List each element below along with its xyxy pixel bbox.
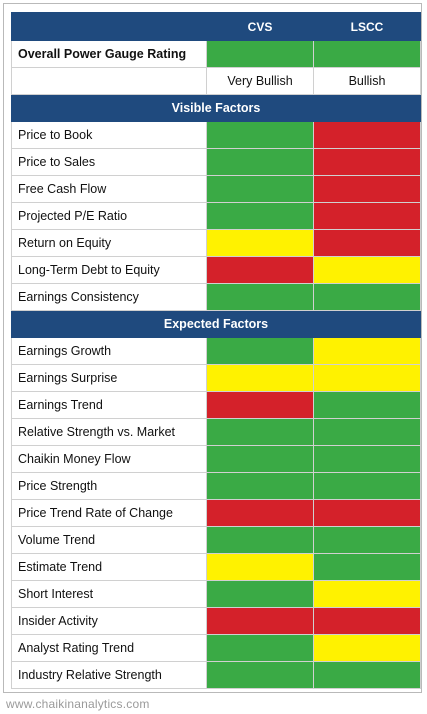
expected-factors-title: Expected Factors xyxy=(11,310,421,338)
factor-label: Earnings Trend xyxy=(11,391,207,419)
lscc-rating-cell xyxy=(313,472,421,500)
ratings-panel: CVS LSCC Overall Power Gauge Rating Very… xyxy=(3,3,422,693)
cvs-rating-cell xyxy=(206,445,314,473)
expected-factor-row: Price Trend Rate of Change xyxy=(11,499,421,527)
lscc-rating-cell xyxy=(313,364,421,392)
overall-rating-cvs-cell xyxy=(206,40,314,68)
visible-factor-row: Earnings Consistency xyxy=(11,283,421,311)
factor-label: Industry Relative Strength xyxy=(11,661,207,689)
factor-label: Long-Term Debt to Equity xyxy=(11,256,207,284)
cvs-rating-cell xyxy=(206,661,314,689)
visible-factors-title: Visible Factors xyxy=(11,94,421,122)
lscc-rating-cell xyxy=(313,175,421,203)
cvs-rating-cell xyxy=(206,121,314,149)
cvs-rating-cell xyxy=(206,418,314,446)
expected-factor-row: Earnings Trend xyxy=(11,391,421,419)
overall-rating-label: Overall Power Gauge Rating xyxy=(11,40,207,68)
header-blank-cell xyxy=(11,12,207,41)
overall-rating-row: Overall Power Gauge Rating xyxy=(11,40,421,68)
lscc-rating-cell xyxy=(313,202,421,230)
expected-factor-row: Price Strength xyxy=(11,472,421,500)
expected-factor-row: Short Interest xyxy=(11,580,421,608)
cvs-rating-cell xyxy=(206,472,314,500)
expected-factor-row: Chaikin Money Flow xyxy=(11,445,421,473)
lscc-rating-cell xyxy=(313,121,421,149)
cvs-rating-cell xyxy=(206,364,314,392)
factor-label: Earnings Consistency xyxy=(11,283,207,311)
lscc-rating-cell xyxy=(313,391,421,419)
lscc-rating-cell xyxy=(313,526,421,554)
lscc-rating-cell xyxy=(313,634,421,662)
lscc-rating-cell xyxy=(313,148,421,176)
visible-factor-row: Price to Book xyxy=(11,121,421,149)
lscc-rating-cell xyxy=(313,580,421,608)
cvs-rating-cell xyxy=(206,337,314,365)
factor-label: Earnings Surprise xyxy=(11,364,207,392)
cvs-rating-cell xyxy=(206,634,314,662)
expected-factor-row: Industry Relative Strength xyxy=(11,661,421,689)
expected-factor-row: Earnings Growth xyxy=(11,337,421,365)
column-header-lscc: LSCC xyxy=(313,12,421,41)
cvs-rating-cell xyxy=(206,499,314,527)
lscc-rating-cell xyxy=(313,445,421,473)
cvs-rating-cell xyxy=(206,283,314,311)
expected-factor-row: Analyst Rating Trend xyxy=(11,634,421,662)
power-gauge-table: CVS LSCC Overall Power Gauge Rating Very… xyxy=(11,12,421,689)
visible-factor-row: Price to Sales xyxy=(11,148,421,176)
factor-label: Free Cash Flow xyxy=(11,175,207,203)
cvs-rating-cell xyxy=(206,202,314,230)
cvs-rating-cell xyxy=(206,580,314,608)
visible-factor-row: Return on Equity xyxy=(11,229,421,257)
visible-factors-header: Visible Factors xyxy=(11,94,421,122)
visible-factor-row: Free Cash Flow xyxy=(11,175,421,203)
factor-label: Price Strength xyxy=(11,472,207,500)
lscc-rating-cell xyxy=(313,337,421,365)
expected-factors-header: Expected Factors xyxy=(11,310,421,338)
overall-rating-lscc-cell xyxy=(313,40,421,68)
visible-factor-row: Long-Term Debt to Equity xyxy=(11,256,421,284)
lscc-rating-cell xyxy=(313,499,421,527)
factor-label: Chaikin Money Flow xyxy=(11,445,207,473)
cvs-rating-cell xyxy=(206,607,314,635)
expected-factor-row: Insider Activity xyxy=(11,607,421,635)
factor-label: Price Trend Rate of Change xyxy=(11,499,207,527)
lscc-rating-cell xyxy=(313,607,421,635)
lscc-rating-cell xyxy=(313,256,421,284)
factor-label: Price to Sales xyxy=(11,148,207,176)
lscc-rating-cell xyxy=(313,661,421,689)
factor-label: Price to Book xyxy=(11,121,207,149)
expected-factor-row: Relative Strength vs. Market xyxy=(11,418,421,446)
rating-text-lscc: Bullish xyxy=(313,67,421,95)
cvs-rating-cell xyxy=(206,256,314,284)
rating-text-row: Very Bullish Bullish xyxy=(11,67,421,95)
cvs-rating-cell xyxy=(206,553,314,581)
factor-label: Earnings Growth xyxy=(11,337,207,365)
cvs-rating-cell xyxy=(206,526,314,554)
factor-label: Estimate Trend xyxy=(11,553,207,581)
lscc-rating-cell xyxy=(313,553,421,581)
expected-factor-row: Earnings Surprise xyxy=(11,364,421,392)
factor-label: Return on Equity xyxy=(11,229,207,257)
lscc-rating-cell xyxy=(313,418,421,446)
cvs-rating-cell xyxy=(206,175,314,203)
expected-factor-row: Estimate Trend xyxy=(11,553,421,581)
lscc-rating-cell xyxy=(313,283,421,311)
factor-label: Insider Activity xyxy=(11,607,207,635)
factor-label: Relative Strength vs. Market xyxy=(11,418,207,446)
visible-factor-row: Projected P/E Ratio xyxy=(11,202,421,230)
cvs-rating-cell xyxy=(206,148,314,176)
factor-label: Volume Trend xyxy=(11,526,207,554)
cvs-rating-cell xyxy=(206,229,314,257)
factor-label: Analyst Rating Trend xyxy=(11,634,207,662)
cvs-rating-cell xyxy=(206,391,314,419)
factor-label: Projected P/E Ratio xyxy=(11,202,207,230)
header-row: CVS LSCC xyxy=(11,12,421,41)
factor-label: Short Interest xyxy=(11,580,207,608)
footer-url: www.chaikinanalytics.com xyxy=(6,697,150,711)
expected-factor-row: Volume Trend xyxy=(11,526,421,554)
rating-text-cvs: Very Bullish xyxy=(206,67,314,95)
column-header-cvs: CVS xyxy=(206,12,314,41)
rating-text-blank xyxy=(11,67,207,95)
lscc-rating-cell xyxy=(313,229,421,257)
